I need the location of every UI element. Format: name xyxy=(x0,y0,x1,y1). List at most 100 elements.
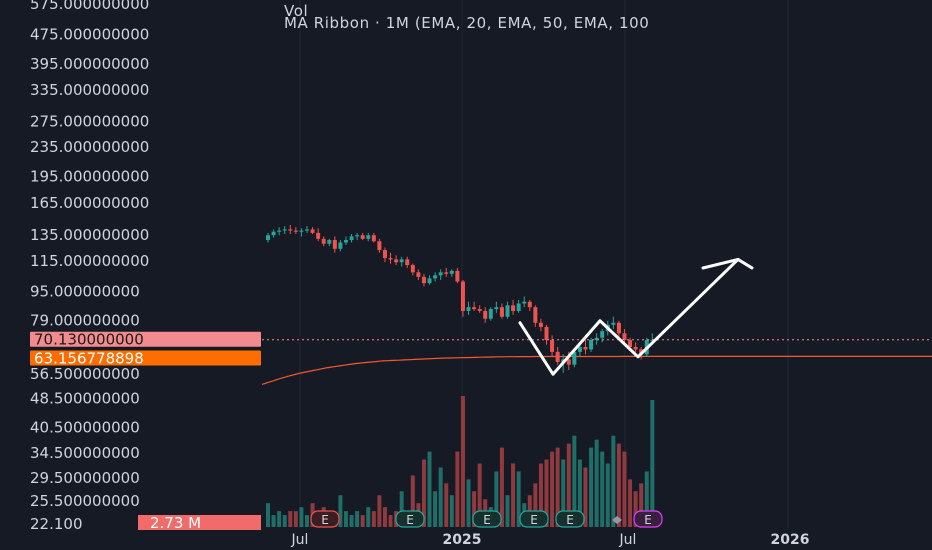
candle-body xyxy=(338,242,343,249)
candle-body xyxy=(427,278,432,284)
candle-body xyxy=(410,265,415,273)
earnings-marker: E xyxy=(395,510,425,528)
price-tick-label: 22.100 xyxy=(30,515,83,533)
candle-body xyxy=(566,359,571,365)
candle-body xyxy=(349,236,354,241)
candle-body xyxy=(388,258,393,260)
volume-bar xyxy=(644,471,649,527)
earnings-marker: E xyxy=(472,510,502,528)
candle-body xyxy=(399,259,404,263)
time-axis[interactable]: Jul 2025 Jul 2026 xyxy=(291,532,810,548)
candle-body xyxy=(455,270,460,282)
volume-bar xyxy=(288,511,293,527)
candle-body xyxy=(444,272,449,274)
projection-zigzag xyxy=(518,257,740,376)
candle-body xyxy=(589,340,594,350)
earnings-marker-badge xyxy=(633,510,663,528)
candle-body xyxy=(477,309,482,311)
volume-bar xyxy=(355,511,360,527)
volume-bar xyxy=(494,471,499,527)
candle-body xyxy=(633,347,638,350)
volume-bar xyxy=(594,439,599,527)
volume-bar xyxy=(516,471,521,527)
volume-bar xyxy=(633,491,638,527)
ma-ribbon-legend[interactable]: MA Ribbon · 1M (EMA, 20, EMA, 50, EMA, 1… xyxy=(284,14,650,32)
candle-body xyxy=(382,250,387,259)
volume-bar xyxy=(639,483,644,527)
projection-arrowhead xyxy=(701,257,754,270)
volume-bar xyxy=(583,467,588,527)
time-axis-label: Jul xyxy=(291,532,309,548)
candle-body xyxy=(304,229,309,231)
earnings-marker-badge xyxy=(395,510,425,528)
volume-bar xyxy=(611,435,616,527)
price-tick-label: 135.000000000 xyxy=(30,226,149,244)
price-tick-label: 275.000000000 xyxy=(30,113,149,131)
volume-bar xyxy=(577,459,582,527)
candle-body xyxy=(533,307,538,323)
price-tick-label: 79.000000000 xyxy=(30,312,140,330)
volume-bar xyxy=(399,491,404,527)
volume-tag: 2.73 M xyxy=(150,514,201,532)
volume-bar xyxy=(572,435,577,527)
candle-body xyxy=(366,235,371,239)
dividend-marker-icon xyxy=(612,516,622,524)
price-tick-label: 29.500000000 xyxy=(30,469,140,487)
candle-body xyxy=(600,331,605,338)
volume-bar xyxy=(438,467,443,527)
volume-bars xyxy=(266,396,655,527)
candle-body xyxy=(577,347,582,352)
price-tick-label: 25.500000000 xyxy=(30,492,140,510)
volume-bar xyxy=(377,495,382,527)
volume-bar xyxy=(455,451,460,527)
volume-bar xyxy=(533,483,538,527)
vol-legend[interactable]: Vol xyxy=(284,2,309,20)
candle-body xyxy=(527,301,532,308)
volume-bar xyxy=(444,483,449,527)
candle-body xyxy=(449,270,454,274)
volume-bar xyxy=(472,491,477,527)
volume-bar xyxy=(566,443,571,527)
volume-bar xyxy=(505,495,510,527)
volume-bar xyxy=(366,507,371,527)
ema-value-tag-bg xyxy=(30,350,261,366)
candle-body xyxy=(310,229,315,233)
volume-bar xyxy=(499,447,504,527)
candle-body xyxy=(544,326,549,341)
earnings-marker-label: E xyxy=(566,513,574,527)
price-axis[interactable]: 575.000000000 475.000000000 395.000000000 3… xyxy=(30,0,149,533)
candle-body xyxy=(611,322,616,325)
price-tick-label: 115.000000000 xyxy=(30,252,149,270)
projection-drawing[interactable] xyxy=(518,257,754,376)
ema-ribbon-line xyxy=(261,355,932,385)
candle-body xyxy=(516,303,521,311)
candle-body xyxy=(555,351,560,362)
volume-bar xyxy=(460,396,465,527)
candle-body xyxy=(343,240,348,243)
candle-body xyxy=(299,230,304,232)
volume-bar xyxy=(650,399,655,527)
last-price-tag: 70.130000000 xyxy=(34,331,144,349)
earnings-marker-badge xyxy=(310,510,340,528)
candle-body xyxy=(316,232,321,239)
candle-body xyxy=(511,305,516,311)
volume-bar xyxy=(282,515,287,527)
candle-body xyxy=(277,230,282,232)
candle-body xyxy=(394,259,399,263)
volume-bar xyxy=(477,463,482,527)
candles xyxy=(266,224,655,373)
earnings-marker-badge xyxy=(555,510,585,528)
ema-value-tag: 63.156778898 xyxy=(34,349,144,367)
candle-body xyxy=(360,235,365,239)
candle-body xyxy=(377,241,382,251)
candle-body xyxy=(522,301,527,304)
volume-bar xyxy=(622,451,627,527)
volume-bar xyxy=(555,447,560,527)
price-tick-label: 56.500000000 xyxy=(30,365,140,383)
volume-bar xyxy=(382,507,387,527)
candle-body xyxy=(505,305,510,317)
time-axis-label: 2026 xyxy=(771,532,810,548)
candle-body xyxy=(538,322,543,327)
